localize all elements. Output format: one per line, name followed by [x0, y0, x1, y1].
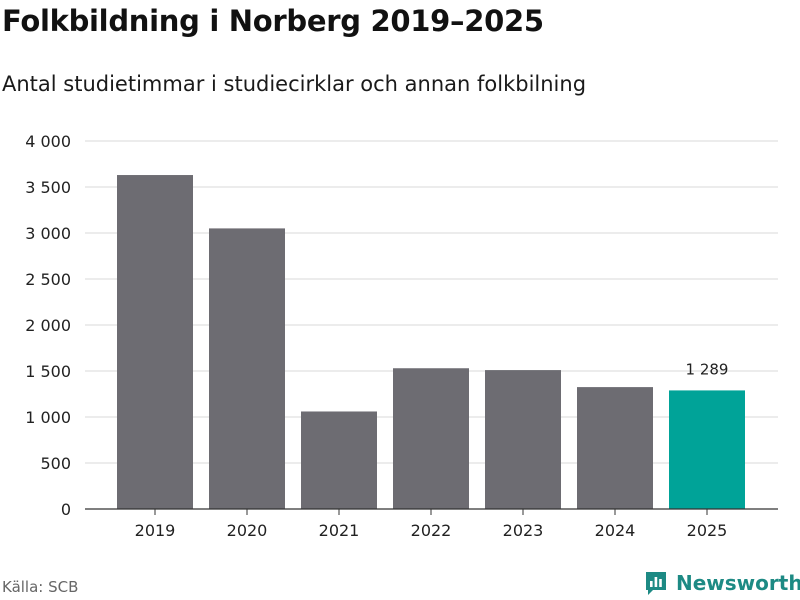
- brand-name: Newsworthy: [676, 571, 800, 595]
- x-tick-label: 2021: [319, 521, 360, 540]
- brand-logo: Newsworthy: [644, 570, 800, 596]
- x-tick-label: 2025: [687, 521, 728, 540]
- bar-2019: [117, 175, 193, 510]
- bar-2022: [393, 368, 469, 509]
- x-tick-label: 2022: [411, 521, 452, 540]
- y-tick-label: 2 000: [25, 316, 71, 335]
- data-label: 1 289: [686, 360, 729, 378]
- x-tick-label: 2023: [503, 521, 544, 540]
- x-tick-label: 2019: [135, 521, 176, 540]
- chart-subtitle: Antal studietimmar i studiecirklar och a…: [2, 72, 587, 96]
- y-tick-label: 2 500: [25, 270, 71, 289]
- bar-2025: [669, 390, 745, 509]
- y-tick-label: 500: [40, 454, 71, 473]
- x-tick-label: 2024: [595, 521, 636, 540]
- y-tick-label: 3 500: [25, 178, 71, 197]
- chart-title: Folkbildning i Norberg 2019–2025: [2, 4, 544, 38]
- bar-2020: [209, 228, 285, 509]
- y-tick-label: 4 000: [25, 132, 71, 151]
- y-tick-label: 1 000: [25, 408, 71, 427]
- newsworthy-logo-icon: [646, 572, 666, 595]
- bar-2024: [577, 387, 653, 509]
- bar-2023: [485, 370, 561, 509]
- bar-chart: 0 500 1 000 1 500 2 000 2 500 3 000 3 500 4 000 2…: [25, 132, 778, 540]
- y-tick-label: 1 500: [25, 362, 71, 381]
- bar-2021: [301, 411, 377, 509]
- y-tick-label: 3 000: [25, 224, 71, 243]
- source-note: Källa: SCB: [2, 578, 79, 596]
- x-tick-label: 2020: [227, 521, 268, 540]
- y-tick-label: 0: [61, 500, 71, 519]
